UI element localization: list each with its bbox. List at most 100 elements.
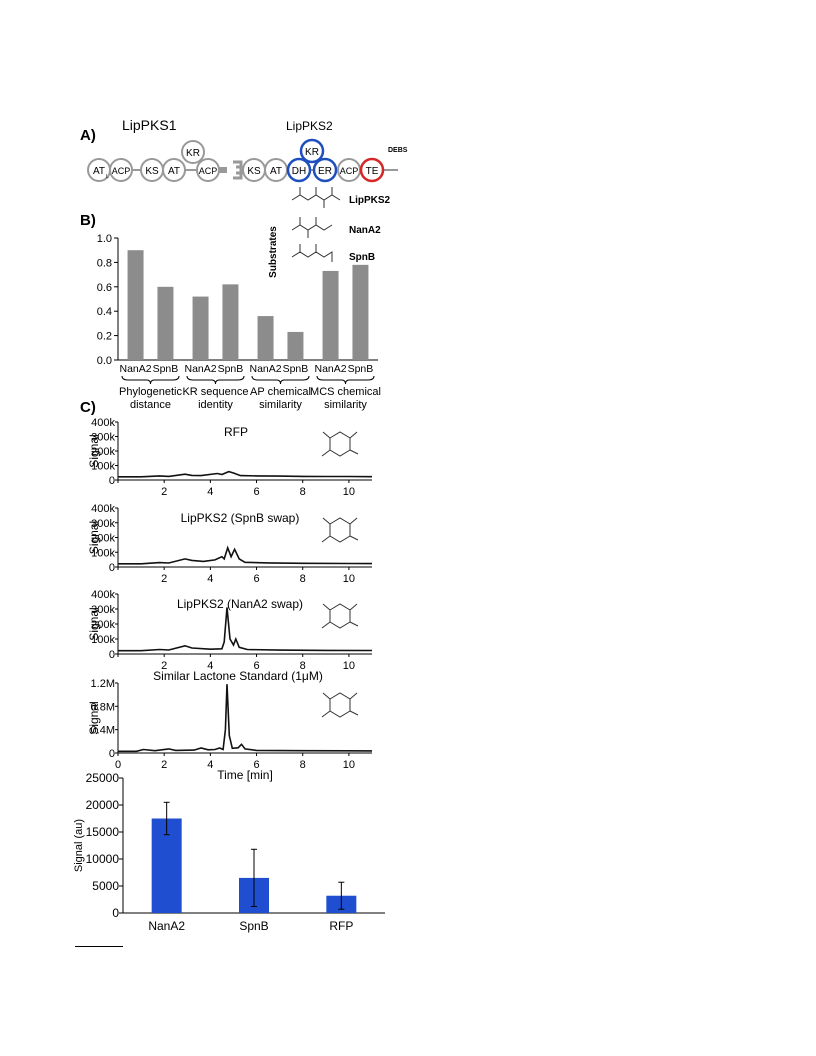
domain-at-1-label: AT [93, 166, 105, 177]
lactone-bond [322, 603, 331, 611]
trace-y-tick-label: 0 [109, 649, 115, 661]
panel-a: A) LipPKS1 LipPKS2 DEBS AT L ACP KS AT K… [80, 117, 408, 278]
category-label: NanA2 [249, 363, 281, 375]
category-label: SpnB [239, 919, 268, 933]
lactone-bond [321, 621, 331, 629]
domain-ks-2-label: KS [247, 166, 261, 177]
panel-c-label: C) [80, 399, 96, 416]
lactone-bond [321, 710, 331, 718]
panel-b-label: B) [80, 212, 96, 229]
group-bracket [186, 375, 245, 385]
trace-y-label: Signal [87, 701, 101, 734]
trace-x-tick-label: 0 [115, 759, 121, 771]
lactone-bond [349, 431, 358, 439]
trace-title: LipPKS2 (NanA2 swap) [177, 597, 303, 611]
lactone-ring [329, 603, 351, 629]
trace-title: LipPKS2 (SpnB swap) [181, 511, 300, 525]
group-label: similarity [324, 399, 367, 411]
footnote-rule [75, 946, 123, 947]
domain-acp-2-label: ACP [199, 166, 218, 176]
substrate-name-spnb: SpnB [349, 252, 375, 263]
group-label: similarity [259, 399, 302, 411]
trace-x-tick-label: 8 [300, 573, 306, 585]
bar-spnb [222, 284, 239, 360]
panel-a-label: A) [80, 127, 96, 144]
category-label: SpnB [218, 363, 244, 375]
group-label: identity [198, 399, 233, 411]
y-tick-label: 25000 [86, 771, 120, 785]
module1-title: LipPKS1 [122, 117, 177, 133]
bar-spnb [287, 331, 304, 360]
substrates-inset: Substrates LipPKS2 NanA2 SpnB [268, 187, 391, 278]
domain-kr-2 [299, 138, 325, 164]
group-bracket [251, 375, 310, 385]
trace-x-tick-label: 10 [343, 486, 355, 498]
y-tick-label: 20000 [86, 798, 120, 812]
trace-x-tick-label: 6 [253, 759, 259, 771]
category-label: SpnB [283, 363, 309, 375]
trace-y-tick-label: 200k [91, 533, 115, 545]
module1-domains: AT L ACP KS AT KR ACP [87, 140, 243, 182]
category-label: NanA2 [119, 363, 151, 375]
trace-line [118, 684, 373, 753]
panel-d-chart: 0 5000 10000 15000 20000 25000 Signal (au) NanA… [73, 771, 385, 933]
group-label: AP chemical [250, 386, 311, 398]
y-tick-label: 0 [112, 906, 119, 920]
trace-y-tick-label: 400k [91, 417, 115, 429]
trace-y-tick-label: 1.2M [91, 678, 115, 690]
trace-x-tick-label: 2 [161, 573, 167, 585]
trace-y-tick-label: 100k [91, 461, 115, 473]
domain-er-label: ER [318, 166, 332, 177]
lactone-ring [329, 517, 351, 543]
lactone-structure [321, 603, 359, 629]
group-label: MCS chemical [310, 386, 381, 398]
substrate-name-nana2: NanA2 [349, 225, 381, 236]
trace-y-label: Signal [87, 434, 101, 467]
y-tick-label: 5000 [92, 879, 119, 893]
y-tick-label: 1.0 [97, 233, 112, 245]
trace-y-tick-label: 0.8M [91, 701, 115, 713]
trace-title: Similar Lactone Standard (1μM) [153, 669, 323, 683]
lactone-bond [322, 692, 331, 700]
domain-at-1-subscript: L [106, 174, 109, 180]
x-axis-label: Time [min] [217, 768, 273, 782]
group-bracket [316, 375, 375, 385]
y-tick-label: 0.0 [97, 355, 112, 367]
trace-x-tick-label: 8 [300, 660, 306, 672]
category-label: NanA2 [314, 363, 346, 375]
trace-y-label: Signal [87, 607, 101, 640]
domain-te-label: TE [366, 166, 379, 177]
bar-nana2 [192, 296, 209, 360]
lactone-structure [321, 692, 359, 718]
category-label: SpnB [348, 363, 374, 375]
domain-kr-1-label: KR [186, 148, 200, 159]
category-label: SpnB [153, 363, 179, 375]
trace-x-tick-label: 6 [253, 660, 259, 672]
group-label: KR sequence [182, 386, 248, 398]
domain-at-3-label: AT [270, 166, 282, 177]
trace-y-tick-label: 300k [91, 604, 115, 616]
group-label: Phylogenetic [119, 386, 182, 398]
trace-x-tick-label: 6 [253, 573, 259, 585]
trace-x-tick-label: 10 [343, 573, 355, 585]
trace-x-tick-label: 10 [343, 660, 355, 672]
trace-x-tick-label: 2 [161, 759, 167, 771]
y-axis-label: Signal (au) [73, 819, 85, 872]
substrate-structure-spnb [291, 244, 333, 262]
trace-line [118, 545, 373, 565]
trace-line [118, 607, 373, 652]
lactone-bond [349, 621, 359, 627]
substrates-label: Substrates [268, 226, 279, 278]
module2-domains: KS AT DH KR ER ACP TE [242, 138, 398, 183]
substrate-structure-nana2 [291, 217, 333, 238]
y-tick-label: 0.8 [97, 257, 112, 269]
domain-at-2-label: AT [168, 166, 180, 177]
substrate-structure-lippks2 [291, 187, 341, 208]
trace-x-tick-label: 2 [161, 486, 167, 498]
domain-acp-3-label: ACP [340, 166, 359, 176]
category-label: RFP [329, 919, 353, 933]
trace-y-tick-label: 0 [109, 475, 115, 487]
lactone-bond [349, 710, 359, 716]
domain-te [359, 157, 385, 183]
